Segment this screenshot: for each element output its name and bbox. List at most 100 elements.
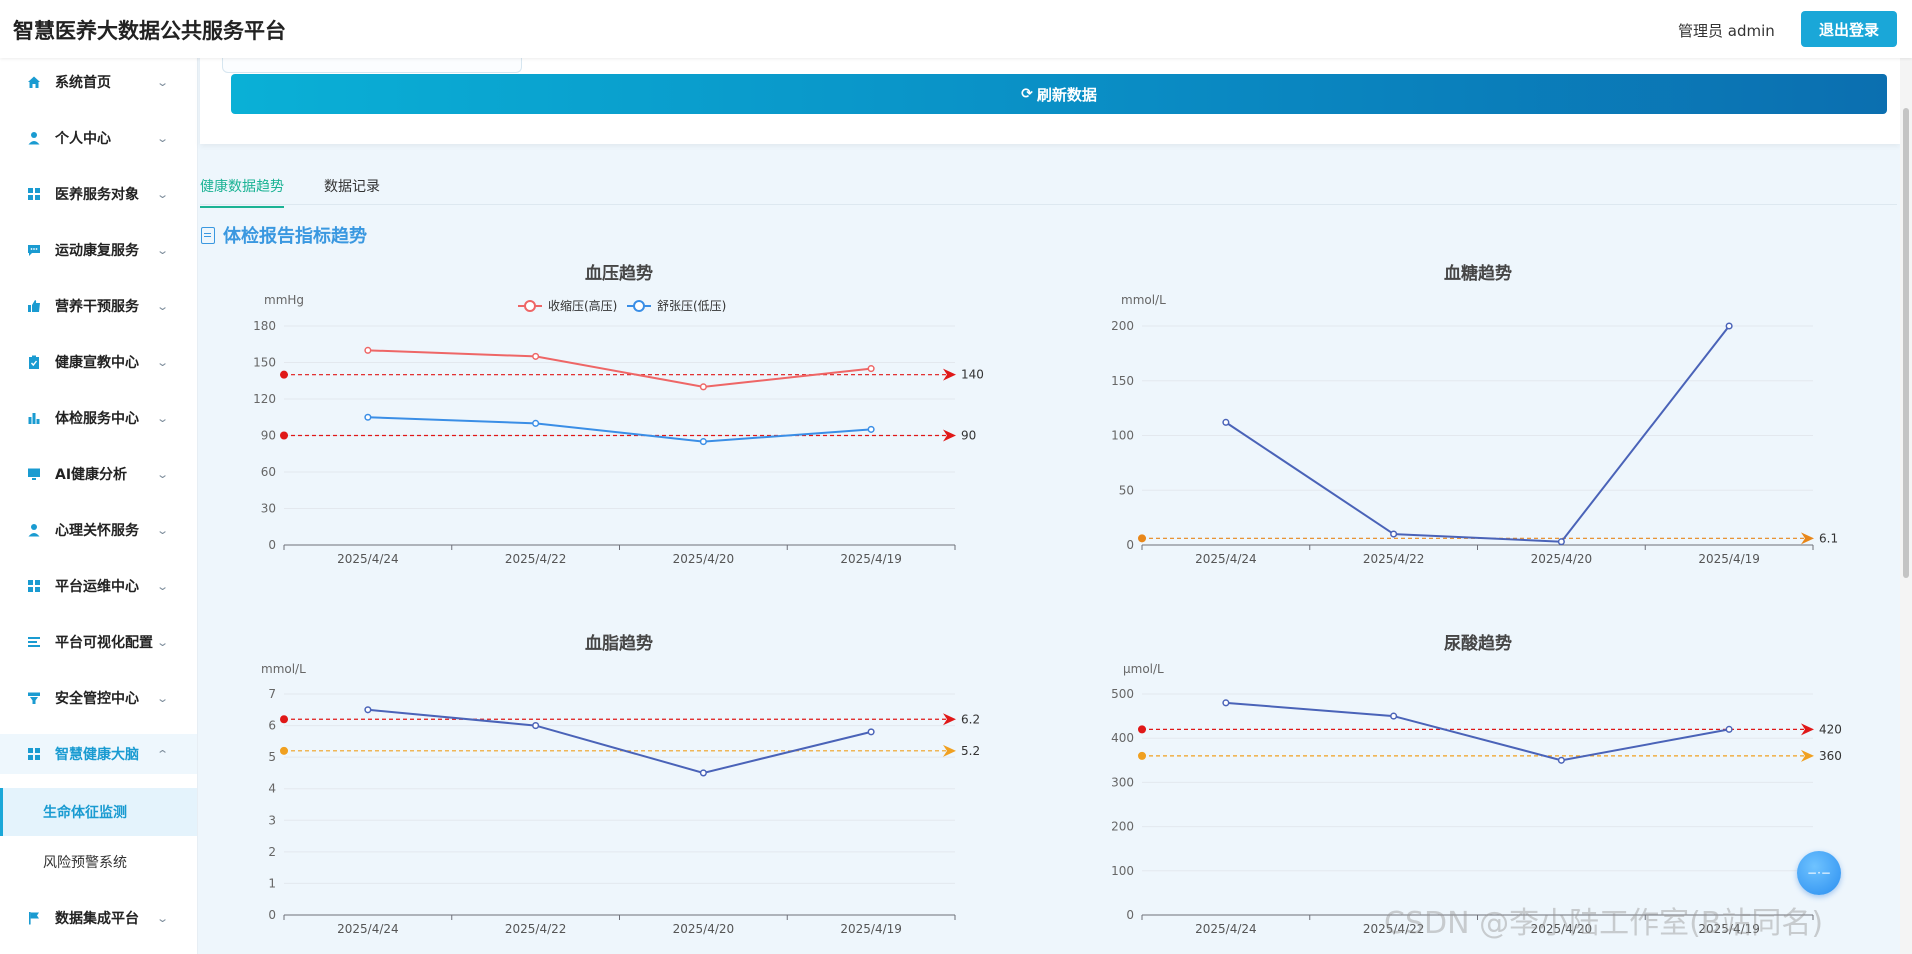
refresh-button[interactable]: ⟳ 刷新数据 <box>231 74 1887 114</box>
app-title: 智慧医养大数据公共服务平台 <box>13 19 286 43</box>
data-point[interactable] <box>867 728 875 736</box>
chart-title: 尿酸趋势 <box>1444 633 1512 654</box>
x-tick-label: 2025/4/22 <box>505 552 567 566</box>
sidebar: 系统首页 ⌄ 个人中心 ⌄ 医养服务对象 ⌄ 运动康复服务 ⌄ 营养干预服务 ⌄ 健康宣教中心 ⌄ 体检… <box>0 58 198 954</box>
monitor-icon <box>27 467 41 481</box>
reference-arrow <box>943 368 956 381</box>
y-tick-label: 3 <box>268 813 276 827</box>
data-point[interactable] <box>1222 418 1230 426</box>
sidebar-item-12[interactable]: 安全管控中心 ⌄ <box>0 678 197 718</box>
x-tick-label: 2025/4/19 <box>1698 922 1760 936</box>
submenu-risk-warning[interactable]: 风险预警系统 <box>0 838 197 886</box>
sidebar-item-label: 平台运维中心 <box>55 579 139 595</box>
x-tick-label: 2025/4/24 <box>337 922 399 936</box>
reference-start-marker <box>280 715 288 724</box>
series-line <box>367 349 872 388</box>
x-tick-label: 2025/4/19 <box>840 552 902 566</box>
chevron-down-icon: ⌄ <box>156 635 170 649</box>
y-tick-label: 30 <box>261 502 276 516</box>
sidebar-item-13[interactable]: 智慧健康大脑 ⌃ <box>0 734 197 774</box>
chevron-down-icon: ⌄ <box>156 411 170 425</box>
sidebar-item-label: 体检服务中心 <box>55 411 139 427</box>
y-tick-label: 500 <box>1111 687 1134 701</box>
sidebar-item-data-integration[interactable]: 数据集成平台 ⌄ <box>0 898 197 938</box>
reference-start-marker <box>280 746 288 755</box>
y-tick-label: 100 <box>1111 864 1134 878</box>
data-point[interactable] <box>532 722 540 730</box>
scrollbar-thumb[interactable] <box>1903 108 1909 578</box>
sidebar-item-8[interactable]: AI健康分析 ⌄ <box>0 454 197 494</box>
series-line <box>367 416 872 443</box>
data-point[interactable] <box>1725 322 1733 330</box>
sidebar-item-6[interactable]: 健康宣教中心 ⌄ <box>0 342 197 382</box>
data-point[interactable] <box>1557 756 1565 764</box>
legend-label: 收缩压(高压) <box>548 298 617 313</box>
chevron-down-icon: ⌄ <box>156 75 170 89</box>
reference-label: 90 <box>961 429 976 443</box>
tab-health-trend[interactable]: 健康数据趋势 <box>200 176 284 208</box>
clipboard-icon <box>27 355 41 369</box>
data-point[interactable] <box>532 419 540 427</box>
sidebar-item-11[interactable]: 平台可视化配置 ⌄ <box>0 622 197 662</box>
watermark: CSDN @李小陆工作室(B站同名) <box>1384 906 1824 941</box>
user-icon <box>27 523 41 537</box>
y-tick-label: 150 <box>1111 374 1134 388</box>
data-point[interactable] <box>699 383 707 391</box>
x-tick-label: 2025/4/20 <box>1531 552 1593 566</box>
submenu-vital-signs[interactable]: 生命体征监测 <box>0 788 197 836</box>
chevron-down-icon: ⌄ <box>156 355 170 369</box>
bar-chart-icon <box>27 411 41 425</box>
data-point[interactable] <box>1390 530 1398 538</box>
legend-item[interactable]: 舒张压(低压) <box>627 299 726 313</box>
data-point[interactable] <box>532 352 540 360</box>
reference-arrow <box>943 429 956 442</box>
sidebar-item-label: 营养干预服务 <box>55 299 139 315</box>
floating-action-button[interactable]: −·− <box>1797 851 1841 895</box>
y-tick-label: 0 <box>1126 908 1134 922</box>
data-point[interactable] <box>1725 725 1733 733</box>
reference-label: 6.2 <box>961 712 980 726</box>
data-point[interactable] <box>364 706 372 714</box>
data-point[interactable] <box>1390 712 1398 720</box>
sidebar-item-9[interactable]: 心理关怀服务 ⌄ <box>0 510 197 550</box>
data-point[interactable] <box>699 769 707 777</box>
y-tick-label: 120 <box>253 392 276 406</box>
y-tick-label: 7 <box>268 687 276 701</box>
y-tick-label: 0 <box>268 538 276 552</box>
y-tick-label: 6 <box>268 719 276 733</box>
sidebar-item-label: AI健康分析 <box>55 467 128 483</box>
data-point[interactable] <box>867 365 875 373</box>
data-point[interactable] <box>364 413 372 421</box>
sidebar-item-2[interactable]: 个人中心 ⌄ <box>0 118 197 158</box>
x-tick-label: 2025/4/22 <box>1363 552 1425 566</box>
sidebar-item-5[interactable]: 营养干预服务 ⌄ <box>0 286 197 326</box>
chevron-down-icon: ⌄ <box>156 523 170 537</box>
sidebar-item-4[interactable]: 运动康复服务 ⌄ <box>0 230 197 270</box>
document-icon <box>201 226 215 244</box>
reference-start-marker <box>1138 725 1146 734</box>
ellipsis-icon: −·− <box>1807 866 1831 880</box>
data-point[interactable] <box>867 425 875 433</box>
page-scrollbar[interactable] <box>1900 58 1912 954</box>
reference-arrow <box>1801 749 1814 762</box>
logout-button[interactable]: 退出登录 <box>1801 11 1897 47</box>
data-point[interactable] <box>1557 538 1565 546</box>
sidebar-item-3[interactable]: 医养服务对象 ⌄ <box>0 174 197 214</box>
chevron-down-icon: ⌄ <box>156 911 170 925</box>
sidebar-item-10[interactable]: 平台运维中心 ⌄ <box>0 566 197 606</box>
reference-start-marker <box>1138 751 1146 760</box>
legend-item[interactable]: 收缩压(高压) <box>518 298 617 313</box>
sidebar-item-1[interactable]: 系统首页 ⌄ <box>0 62 197 102</box>
y-axis-unit: mmol/L <box>1121 293 1166 307</box>
data-point[interactable] <box>699 438 707 446</box>
sidebar-item-7[interactable]: 体检服务中心 ⌄ <box>0 398 197 438</box>
data-point[interactable] <box>364 346 372 354</box>
tab-data-records[interactable]: 数据记录 <box>324 179 380 195</box>
y-axis-unit: mmol/L <box>261 662 306 676</box>
chart-1: 血压趋势 mmHg 0 30 60 90 120 150 180 2025/4/24 2025/4/… <box>253 263 984 566</box>
y-tick-label: 200 <box>1111 820 1134 834</box>
chevron-down-icon: ⌄ <box>156 131 170 145</box>
data-point[interactable] <box>1222 699 1230 707</box>
y-tick-label: 100 <box>1111 429 1134 443</box>
chevron-down-icon: ⌄ <box>156 467 170 481</box>
